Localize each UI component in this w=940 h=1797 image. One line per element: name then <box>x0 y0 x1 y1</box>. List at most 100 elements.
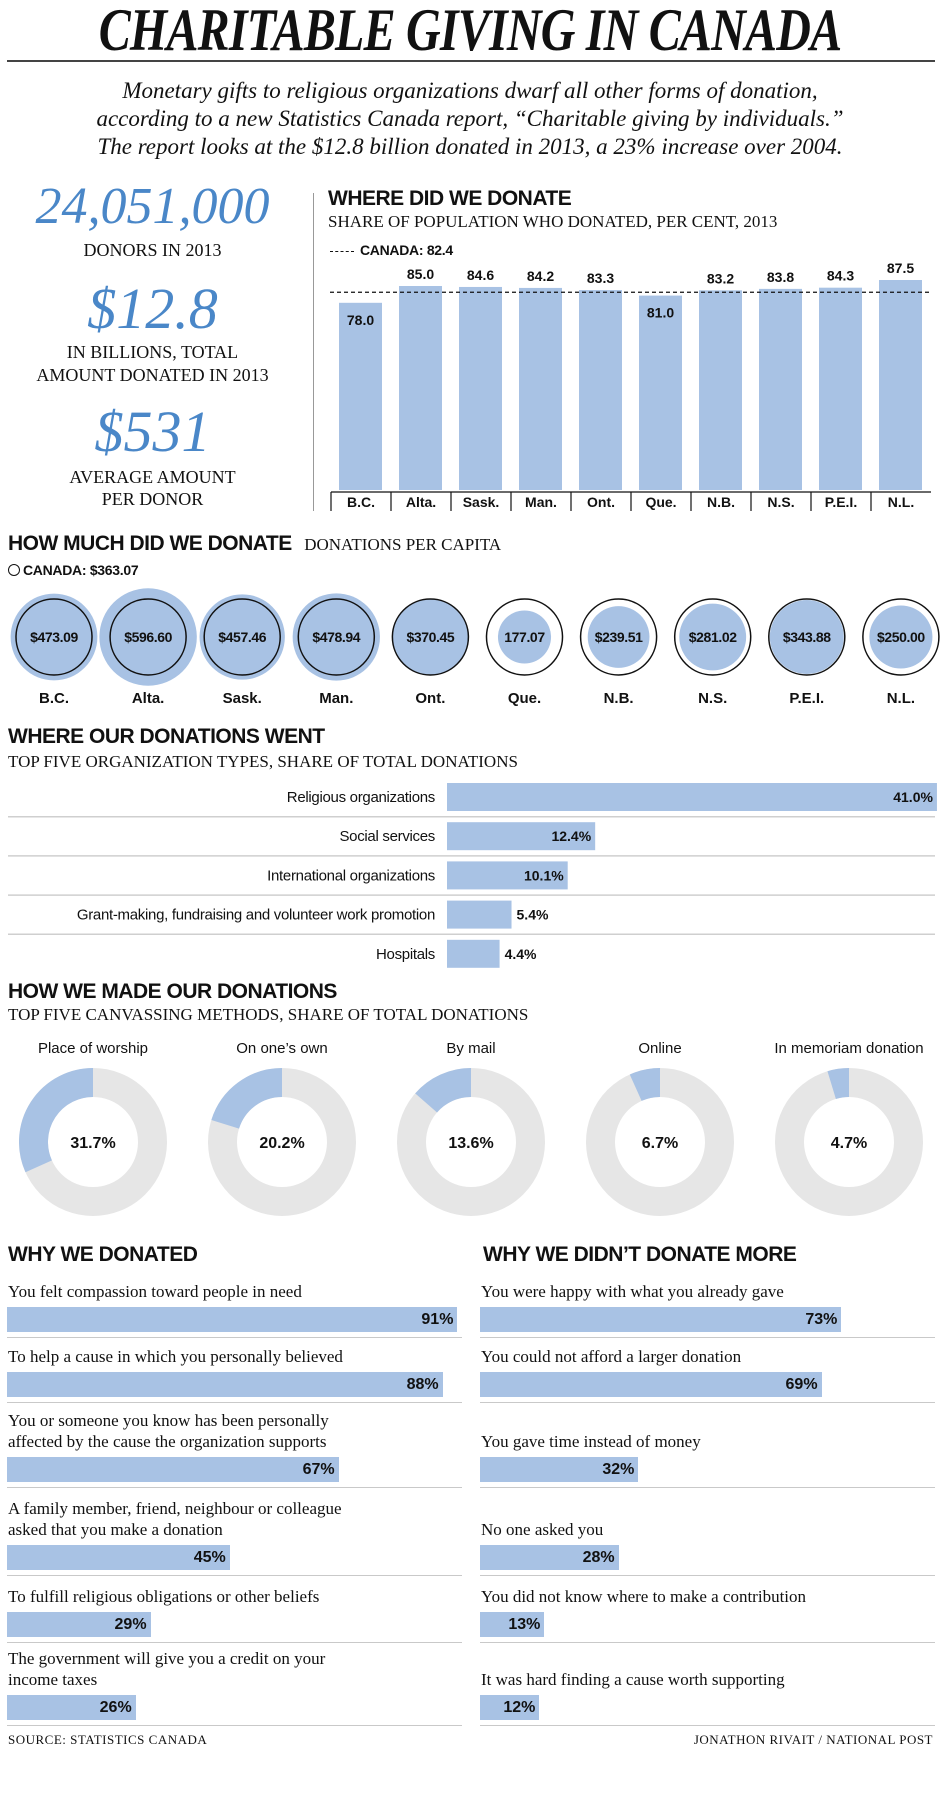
reason-row: You felt compassion toward people in nee… <box>7 1270 462 1338</box>
canada-reference-circle <box>673 598 752 676</box>
category-label: Religious organizations <box>287 789 435 806</box>
bar-value-label: 85.0 <box>407 266 434 282</box>
how-made-subtitle: TOP FIVE CANVASSING METHODS, SHARE OF TO… <box>8 1005 529 1024</box>
donations-went-title: WHERE OUR DONATIONS WENT <box>8 725 325 748</box>
bar-value-label: 81.0 <box>647 305 674 321</box>
x-tick-label: Que. <box>645 494 676 510</box>
reason-row: You did not know where to make a contrib… <box>480 1576 935 1643</box>
canada-percapita-label: CANADA: $363.07 <box>23 562 139 578</box>
bubble-category-label: Man. <box>319 690 353 707</box>
bar-value-label: 12.4% <box>551 828 591 844</box>
canada-reference-circle <box>203 598 281 676</box>
bar-value-label: 83.8 <box>767 269 794 285</box>
reason-bar: 13% <box>480 1612 545 1637</box>
canada-reference-circle <box>297 598 376 676</box>
average-caption: AVERAGE AMOUNT <box>69 467 236 487</box>
donut-value-label: 13.6% <box>448 1135 493 1152</box>
bubble <box>99 588 197 686</box>
title-rule <box>7 60 935 62</box>
x-tick-label: P.E.I. <box>825 494 857 510</box>
bubble <box>392 598 469 676</box>
bar-value-label: 83.2 <box>707 270 734 286</box>
canada-reference-circle <box>579 598 658 676</box>
bubble-category-label: N.B. <box>604 690 634 707</box>
bubble <box>292 593 380 681</box>
bubble-category-label: P.E.I. <box>789 690 824 707</box>
reason-bar: 29% <box>7 1612 151 1637</box>
bar-value-label: 10.1% <box>524 867 564 883</box>
reason-bar: 45% <box>7 1545 230 1570</box>
reason-bar: 26% <box>7 1695 136 1720</box>
reason-row: You were happy with what you already gav… <box>480 1270 935 1338</box>
reason-label: You could not afford a larger donation <box>481 1347 742 1366</box>
bar <box>759 288 802 490</box>
reason-bar: 88% <box>7 1372 443 1397</box>
bubble-value-label: $596.60 <box>124 629 172 645</box>
bar <box>447 861 568 890</box>
bubble <box>587 606 650 668</box>
dashed-line-icon <box>330 250 354 252</box>
canada-reference-circle <box>391 598 470 676</box>
x-tick-label: Man. <box>525 494 557 510</box>
bar <box>519 287 562 490</box>
donut-segment <box>415 1068 472 1113</box>
reason-label: You were happy with what you already gav… <box>481 1282 784 1301</box>
donut-category-label: In memoriam donation <box>774 1040 923 1057</box>
bar <box>447 900 512 929</box>
how-much-subtitle: DONATIONS PER CAPITA <box>304 535 502 554</box>
where-donate-title: WHERE DID WE DONATE <box>328 187 572 210</box>
reason-row: A family member, friend, neighbour or co… <box>7 1488 462 1576</box>
x-tick-label: N.L. <box>888 494 914 510</box>
reason-row: You could not afford a larger donation 69… <box>480 1338 935 1403</box>
how-much-header: HOW MUCH DID WE DONATE DONATIONS PER CAP… <box>8 532 501 556</box>
bubble-value-label: $478.94 <box>312 629 360 645</box>
reason-bar: 91% <box>7 1307 458 1332</box>
donors-caption: DONORS IN 2013 <box>83 240 222 260</box>
canada-percapita-legend: CANADA: $363.07 <box>8 562 139 578</box>
bubble <box>679 603 747 671</box>
organization-bar-chart: Religious organizations 41.0% Social servi… <box>8 783 937 968</box>
reason-row: No one asked you 28% <box>480 1488 935 1576</box>
why-not-more-list: You were happy with what you already gav… <box>480 1270 935 1726</box>
bar <box>579 290 622 490</box>
category-label: International organizations <box>267 867 435 884</box>
category-label: Grant-making, fundraising and volunteer … <box>77 907 435 924</box>
donut-value-label: 20.2% <box>259 1135 304 1152</box>
canada-reference-legend: CANADA: 82.4 <box>330 242 453 258</box>
canada-reference-circle <box>109 598 187 676</box>
bubble-value-label: $343.88 <box>783 629 831 645</box>
bar-value-label: 41.0% <box>893 789 933 805</box>
bubble-category-label: N.L. <box>887 690 915 707</box>
bar-value-label: 84.6 <box>467 267 494 283</box>
reason-row: You gave time instead of money 32% <box>480 1403 935 1488</box>
reason-label: The government will give you a credit on… <box>8 1649 326 1689</box>
reason-row: You or someone you know has been persona… <box>7 1403 462 1488</box>
reason-label: No one asked you <box>481 1520 604 1539</box>
bar <box>447 939 500 968</box>
reason-label: You did not know where to make a contrib… <box>481 1587 807 1606</box>
bubble <box>199 594 285 680</box>
bar-value-label: 5.4% <box>517 907 549 923</box>
bar <box>447 783 937 811</box>
total-caption: IN BILLIONS, TOTAL <box>66 342 239 362</box>
canada-reference-circle <box>862 598 940 676</box>
bar <box>699 290 742 490</box>
canada-reference-circle <box>768 598 846 676</box>
bar-value-label: 78.0 <box>347 312 374 328</box>
bar <box>819 287 862 490</box>
credit-note: JONATHON RIVAIT / NATIONAL POST <box>693 1732 933 1747</box>
where-donate-subtitle: SHARE OF POPULATION WHO DONATED, PER CEN… <box>328 212 778 231</box>
bubble-category-label: Ont. <box>415 690 445 707</box>
bubble-value-label: $239.51 <box>595 629 643 645</box>
bubble <box>10 593 98 681</box>
intro-line: The report looks at the $12.8 billion do… <box>97 134 843 159</box>
page-title: CHARITABLE GIVING IN CANADA <box>98 0 842 63</box>
reason-bar: 67% <box>7 1457 339 1482</box>
why-donated-title: WHY WE DONATED <box>8 1243 198 1266</box>
bar <box>459 286 502 490</box>
why-donated-list: You felt compassion toward people in nee… <box>7 1270 462 1726</box>
reason-bar: 73% <box>480 1307 842 1332</box>
donut-segment <box>629 1068 661 1102</box>
bar-value-label: 83.3 <box>587 270 614 286</box>
donut-value-label: 4.7% <box>831 1135 867 1152</box>
